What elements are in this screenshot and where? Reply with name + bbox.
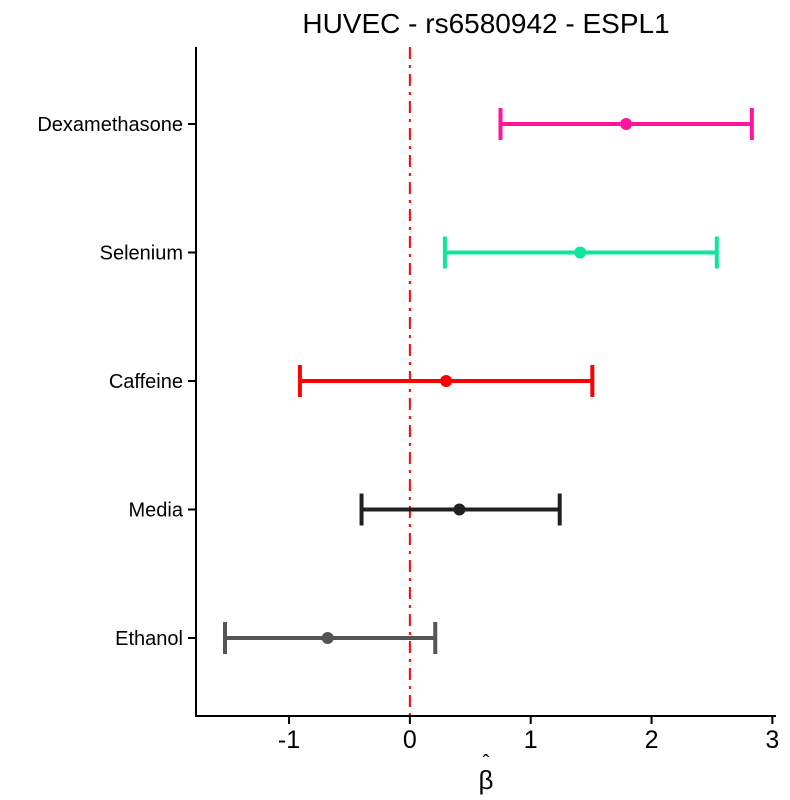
y-axis-label-selenium: Selenium (100, 243, 183, 265)
x-tick-label: 3 (765, 726, 779, 754)
x-axis-title-hat: ˆ (483, 752, 490, 774)
point-estimate-caffeine (440, 375, 453, 387)
y-axis-label-dexamethasone: Dexamethasone (37, 114, 183, 136)
x-axis-title-beta: β (479, 765, 494, 795)
y-axis-label-caffeine: Caffeine (109, 371, 183, 393)
x-tick-label: 0 (403, 726, 417, 754)
y-axis-label-media: Media (129, 500, 184, 522)
point-estimate-ethanol (321, 632, 334, 644)
point-estimate-media (453, 503, 466, 516)
y-axis-label-ethanol: Ethanol (115, 628, 183, 650)
point-estimate-selenium (574, 246, 587, 259)
chart-title: HUVEC - rs6580942 - ESPL1 (302, 8, 670, 39)
point-estimate-dexamethasone (620, 118, 633, 130)
x-tick-label: -1 (278, 726, 300, 754)
x-tick-label: 2 (645, 726, 659, 754)
x-tick-label: 1 (524, 726, 538, 754)
